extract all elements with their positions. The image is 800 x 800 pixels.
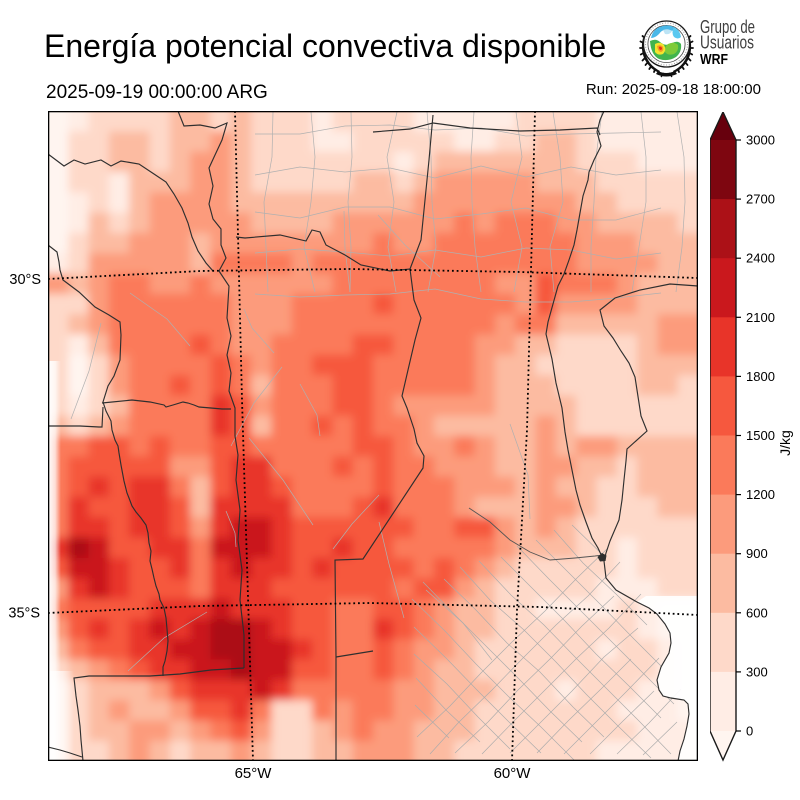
svg-text:35°S: 35°S [8, 606, 40, 622]
svg-text:2400: 2400 [746, 251, 775, 266]
svg-text:1200: 1200 [746, 487, 775, 502]
svg-text:1800: 1800 [746, 369, 775, 384]
svg-text:0: 0 [746, 724, 753, 739]
svg-text:300: 300 [746, 664, 768, 679]
svg-text:Grupo de: Grupo de [700, 17, 755, 37]
svg-text:Usuarios: Usuarios [700, 33, 754, 53]
svg-text:2100: 2100 [746, 310, 775, 325]
svg-text:30°S: 30°S [9, 272, 41, 288]
svg-text:J/kg: J/kg [777, 430, 793, 456]
svg-text:65°W: 65°W [235, 765, 273, 782]
svg-text:900: 900 [746, 546, 768, 561]
svg-text:1500: 1500 [746, 428, 775, 443]
svg-text:3000: 3000 [746, 133, 775, 148]
svg-text:2700: 2700 [746, 192, 775, 207]
svg-text:60°W: 60°W [494, 765, 532, 782]
svg-text:600: 600 [746, 605, 768, 620]
svg-text:WRF: WRF [700, 51, 728, 68]
